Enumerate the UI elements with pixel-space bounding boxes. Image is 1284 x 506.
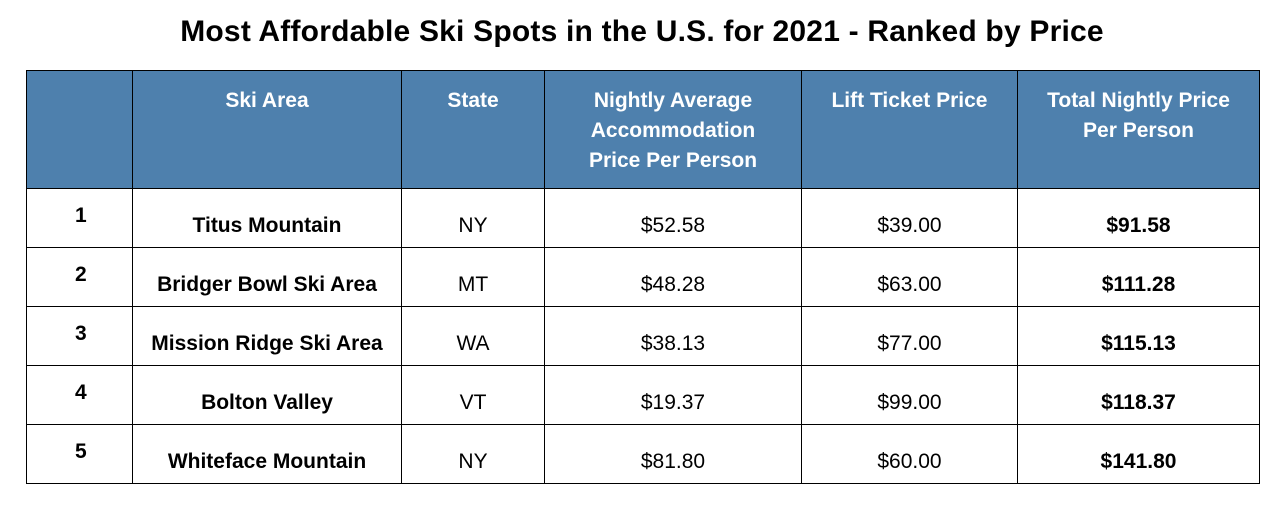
ski-area-cell: Whiteface Mountain (132, 424, 402, 484)
lift-ticket-cell: $39.00 (801, 188, 1018, 248)
header-accommodation: Nightly Average Accommodation Price Per … (544, 70, 802, 189)
ski-area-cell: Bolton Valley (132, 365, 402, 425)
table-row: 5 Whiteface Mountain NY $81.80 $60.00 $1… (26, 424, 1260, 484)
total-cell: $115.13 (1017, 306, 1260, 366)
header-lift-ticket: Lift Ticket Price (801, 70, 1018, 189)
table-header-row: Ski Area State Nightly Average Accommoda… (26, 70, 1260, 189)
ski-spots-table: Ski Area State Nightly Average Accommoda… (26, 70, 1260, 484)
rank-cell: 3 (26, 306, 133, 366)
state-cell: WA (401, 306, 545, 366)
rank-cell: 1 (26, 188, 133, 248)
page-title: Most Affordable Ski Spots in the U.S. fo… (180, 15, 1104, 48)
state-cell: NY (401, 424, 545, 484)
lift-ticket-cell: $60.00 (801, 424, 1018, 484)
accommodation-cell: $19.37 (544, 365, 802, 425)
accommodation-cell: $48.28 (544, 247, 802, 307)
accommodation-cell: $38.13 (544, 306, 802, 366)
accommodation-cell: $81.80 (544, 424, 802, 484)
header-ski-area: Ski Area (132, 70, 402, 189)
rank-cell: 4 (26, 365, 133, 425)
total-cell: $141.80 (1017, 424, 1260, 484)
state-cell: VT (401, 365, 545, 425)
table-row: 2 Bridger Bowl Ski Area MT $48.28 $63.00… (26, 247, 1260, 307)
header-rank (26, 70, 133, 189)
header-total-line-2: Per Person (1083, 119, 1194, 142)
header-accommodation-line-1: Nightly Average (593, 89, 753, 112)
ski-area-cell: Titus Mountain (132, 188, 402, 248)
header-accommodation-line-3: Price Per Person (588, 149, 758, 172)
header-total-line-1: Total Nightly Price (1047, 89, 1230, 112)
rank-cell: 2 (26, 247, 133, 307)
total-cell: $118.37 (1017, 365, 1260, 425)
header-state: State (401, 70, 545, 189)
ski-area-cell: Bridger Bowl Ski Area (132, 247, 402, 307)
state-cell: NY (401, 188, 545, 248)
accommodation-cell: $52.58 (544, 188, 802, 248)
lift-ticket-cell: $63.00 (801, 247, 1018, 307)
rank-cell: 5 (26, 424, 133, 484)
state-cell: MT (401, 247, 545, 307)
lift-ticket-cell: $99.00 (801, 365, 1018, 425)
ski-area-cell: Mission Ridge Ski Area (132, 306, 402, 366)
total-cell: $111.28 (1017, 247, 1260, 307)
table-row: 4 Bolton Valley VT $19.37 $99.00 $118.37 (26, 365, 1260, 425)
table-row: 1 Titus Mountain NY $52.58 $39.00 $91.58 (26, 188, 1260, 248)
lift-ticket-cell: $77.00 (801, 306, 1018, 366)
header-accommodation-line-2: Accommodation (590, 119, 756, 142)
total-cell: $91.58 (1017, 188, 1260, 248)
table-row: 3 Mission Ridge Ski Area WA $38.13 $77.0… (26, 306, 1260, 366)
header-total: Total Nightly Price Per Person (1017, 70, 1260, 189)
